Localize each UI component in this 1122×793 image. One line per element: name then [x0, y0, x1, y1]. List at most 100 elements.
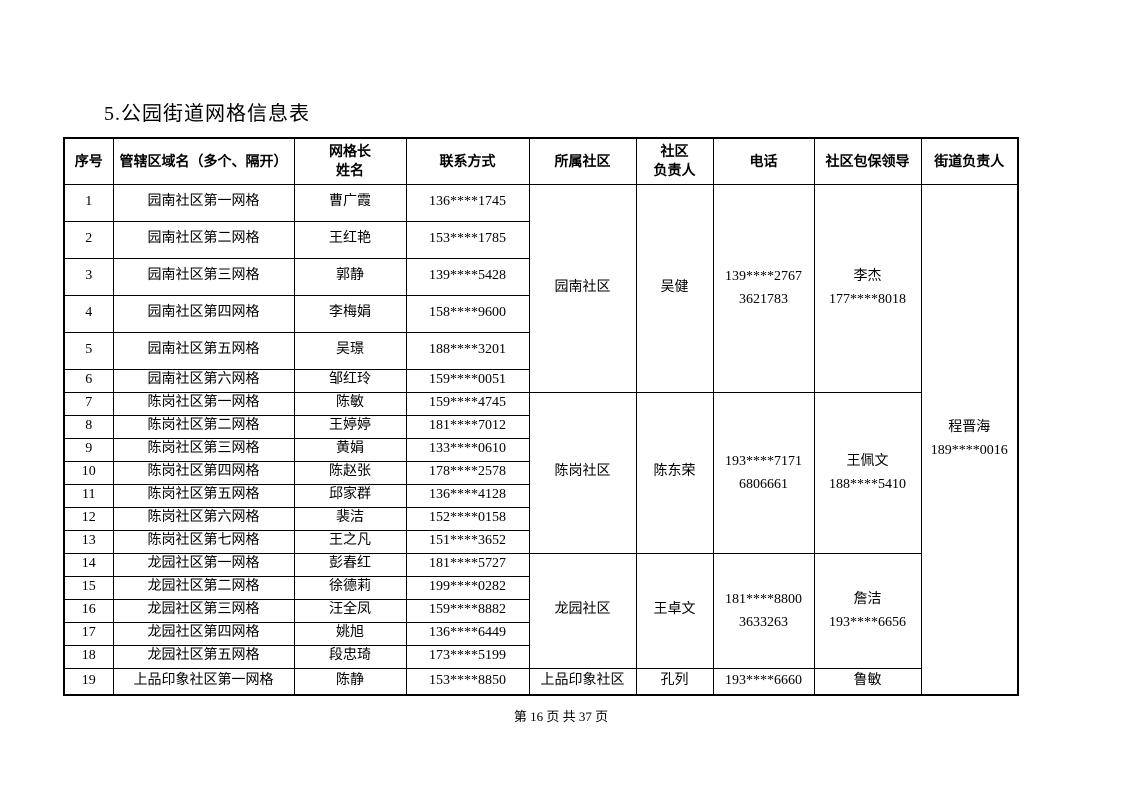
- cell-grid-leader-name: 吴璟: [293, 331, 407, 370]
- cell-seq: 15: [63, 575, 114, 600]
- cell-contact: 188****3201: [405, 331, 530, 370]
- table-row: 12 陈岗社区第六网格 裴洁 152****0158: [63, 506, 1018, 531]
- cell-area: 陈岗社区第四网格: [112, 460, 295, 485]
- cell-contact: 178****2578: [405, 460, 530, 485]
- table-row: 14 龙园社区第一网格 彭春红 181****5727 龙园社区 王卓文 181…: [63, 552, 1018, 669]
- cell-community: 龙园社区: [528, 552, 637, 669]
- cell-grid-leader-name: 郭静: [293, 257, 407, 296]
- cell-area: 园南社区第五网格: [112, 331, 295, 370]
- cell-area: 龙园社区第三网格: [112, 598, 295, 623]
- cell-guarantee-leader: 詹洁 193****6656: [813, 552, 922, 669]
- cell-seq: 2: [63, 220, 114, 259]
- cell-contact: 136****1745: [405, 183, 530, 222]
- cell-area: 龙园社区第四网格: [112, 621, 295, 646]
- cell-community: 上品印象社区: [528, 667, 637, 696]
- cell-seq: 3: [63, 257, 114, 296]
- cell-grid-leader-name: 段忠琦: [293, 644, 407, 669]
- cell-grid-leader-name: 邱家群: [293, 483, 407, 508]
- cell-community-leader: 孔列: [635, 667, 714, 696]
- table-row: 10 陈岗社区第四网格 陈赵张 178****2578: [63, 460, 1018, 485]
- cell-seq: 14: [63, 552, 114, 577]
- cell-area: 园南社区第一网格: [112, 183, 295, 222]
- cell-seq: 18: [63, 644, 114, 669]
- cell-area: 园南社区第四网格: [112, 294, 295, 333]
- cell-seq: 12: [63, 506, 114, 531]
- cell-grid-leader-name: 王婷婷: [293, 414, 407, 439]
- header-grid-leader: 网格长 姓名: [293, 137, 407, 185]
- cell-area: 园南社区第三网格: [112, 257, 295, 296]
- grid-info-table: 序号 管辖区域名（多个、隔开） 网格长 姓名 联系方式 所属社区 社区 负责人 …: [63, 137, 1019, 696]
- cell-community-leader: 王卓文: [635, 552, 714, 669]
- table-row: 6 园南社区第六网格 邹红玲 159****0051: [63, 368, 1018, 393]
- cell-grid-leader-name: 王红艳: [293, 220, 407, 259]
- cell-area: 龙园社区第一网格: [112, 552, 295, 577]
- table-row: 7 陈岗社区第一网格 陈敏 159****4745 陈岗社区 陈东荣 193**…: [63, 391, 1018, 554]
- header-street: 街道负责人: [920, 137, 1019, 185]
- cell-area: 陈岗社区第七网格: [112, 529, 295, 554]
- cell-grid-leader-name: 王之凡: [293, 529, 407, 554]
- cell-grid-leader-name: 曹广霞: [293, 183, 407, 222]
- cell-contact: 159****8882: [405, 598, 530, 623]
- header-guarantee: 社区包保领导: [813, 137, 922, 185]
- cell-area: 园南社区第六网格: [112, 368, 295, 393]
- cell-area: 园南社区第二网格: [112, 220, 295, 259]
- cell-seq: 11: [63, 483, 114, 508]
- cell-seq: 7: [63, 391, 114, 416]
- cell-contact: 181****5727: [405, 552, 530, 577]
- table-row: 3 园南社区第三网格 郭静 139****5428: [63, 257, 1018, 296]
- table-row: 16 龙园社区第三网格 汪全凤 159****8882: [63, 598, 1018, 623]
- table-row: 19 上品印象社区第一网格 陈静 153****8850 上品印象社区 孔列 1…: [63, 667, 1018, 696]
- cell-community: 园南社区: [528, 183, 637, 393]
- cell-seq: 4: [63, 294, 114, 333]
- cell-area: 陈岗社区第三网格: [112, 437, 295, 462]
- header-community-leader: 社区 负责人: [635, 137, 714, 185]
- cell-community-phone: 181****8800 3633263: [712, 552, 815, 669]
- cell-grid-leader-name: 陈赵张: [293, 460, 407, 485]
- cell-grid-leader-name: 汪全凤: [293, 598, 407, 623]
- cell-contact: 173****5199: [405, 644, 530, 669]
- cell-guarantee-leader: 鲁敏: [813, 667, 922, 696]
- cell-seq: 9: [63, 437, 114, 462]
- cell-contact: 139****5428: [405, 257, 530, 296]
- cell-area: 龙园社区第二网格: [112, 575, 295, 600]
- cell-grid-leader-name: 李梅娟: [293, 294, 407, 333]
- cell-grid-leader-name: 邹红玲: [293, 368, 407, 393]
- header-contact: 联系方式: [405, 137, 530, 185]
- cell-seq: 1: [63, 183, 114, 222]
- cell-community-phone: 193****7171 6806661: [712, 391, 815, 554]
- table-row: 8 陈岗社区第二网格 王婷婷 181****7012: [63, 414, 1018, 439]
- page-number: 第 16 页 共 37 页: [513, 709, 609, 724]
- cell-area: 龙园社区第五网格: [112, 644, 295, 669]
- cell-area: 上品印象社区第一网格: [112, 667, 295, 696]
- cell-community: 陈岗社区: [528, 391, 637, 554]
- cell-community-leader: 吴健: [635, 183, 714, 393]
- header-phone: 电话: [712, 137, 815, 185]
- cell-seq: 6: [63, 368, 114, 393]
- table-row: 9 陈岗社区第三网格 黄娟 133****0610: [63, 437, 1018, 462]
- cell-area: 陈岗社区第二网格: [112, 414, 295, 439]
- cell-community-leader: 陈东荣: [635, 391, 714, 554]
- cell-grid-leader-name: 姚旭: [293, 621, 407, 646]
- cell-seq: 16: [63, 598, 114, 623]
- header-community: 所属社区: [528, 137, 637, 185]
- cell-community-phone: 139****2767 3621783: [712, 183, 815, 393]
- cell-guarantee-leader: 李杰 177****8018: [813, 183, 922, 393]
- cell-seq: 5: [63, 331, 114, 370]
- cell-grid-leader-name: 裴洁: [293, 506, 407, 531]
- cell-guarantee-leader: 王佩文 188****5410: [813, 391, 922, 554]
- cell-street-leader: 程晋海 189****0016: [920, 183, 1019, 696]
- cell-contact: 153****1785: [405, 220, 530, 259]
- cell-contact: 158****9600: [405, 294, 530, 333]
- cell-area: 陈岗社区第一网格: [112, 391, 295, 416]
- cell-contact: 159****4745: [405, 391, 530, 416]
- table-row: 15 龙园社区第二网格 徐德莉 199****0282: [63, 575, 1018, 600]
- cell-community-phone: 193****6660: [712, 667, 815, 696]
- cell-contact: 199****0282: [405, 575, 530, 600]
- cell-grid-leader-name: 陈敏: [293, 391, 407, 416]
- cell-seq: 19: [63, 667, 114, 696]
- table-row: 4 园南社区第四网格 李梅娟 158****9600: [63, 294, 1018, 333]
- cell-grid-leader-name: 徐德莉: [293, 575, 407, 600]
- cell-seq: 13: [63, 529, 114, 554]
- cell-contact: 151****3652: [405, 529, 530, 554]
- cell-contact: 136****6449: [405, 621, 530, 646]
